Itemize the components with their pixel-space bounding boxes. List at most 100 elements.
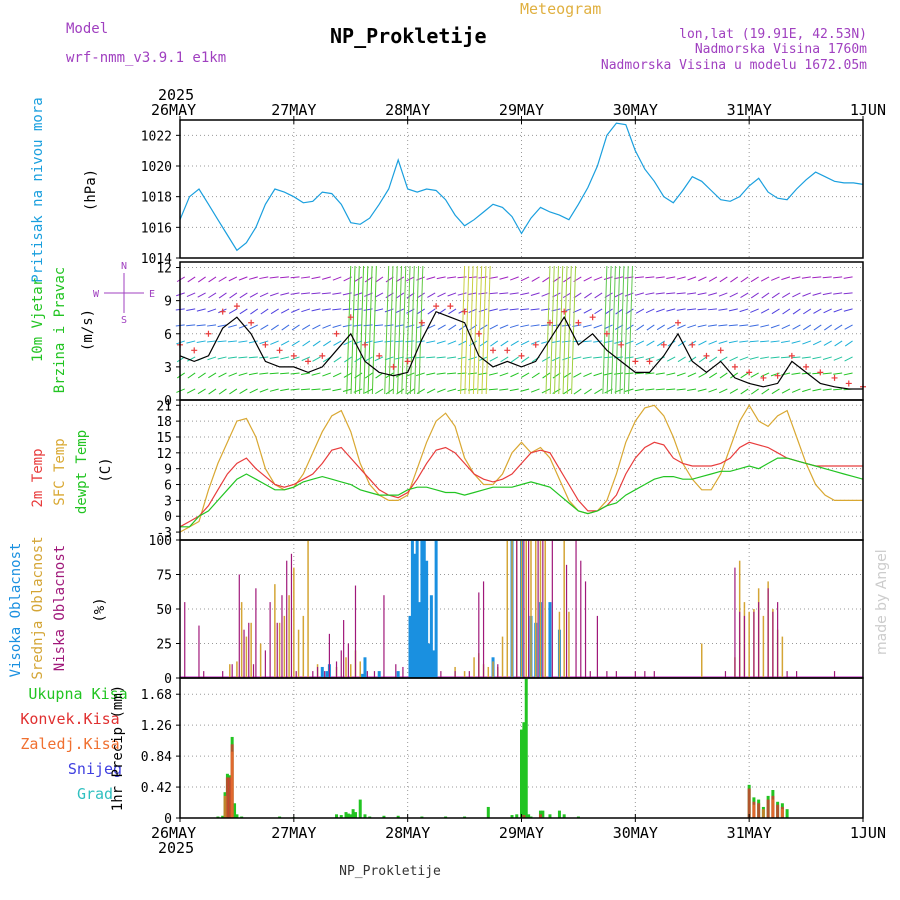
wind-arrow-358 bbox=[635, 292, 645, 296]
wind-arrow-215 bbox=[447, 276, 457, 279]
wind-arrow-390 bbox=[676, 292, 686, 295]
wind-arrow-312 bbox=[583, 388, 592, 395]
precip-bar-1-7 bbox=[757, 803, 761, 818]
wind-arrow-213 bbox=[448, 308, 457, 315]
wind-arrow-143 bbox=[354, 276, 363, 282]
wind-arrow-131 bbox=[343, 340, 352, 346]
wind-arrow-244 bbox=[489, 324, 499, 330]
wind-streak-2-65.4 bbox=[485, 265, 491, 395]
wind-ytick-label-2: 6 bbox=[164, 328, 172, 343]
wind-arrow-123 bbox=[333, 340, 342, 346]
ylabel-temp-2m: 2m Temp bbox=[30, 448, 46, 507]
wind-arrow-392 bbox=[687, 388, 697, 392]
wind-gust-37 bbox=[703, 352, 710, 359]
xtick-label-bottom-0: 26MAY bbox=[151, 824, 196, 842]
wind-speed-line bbox=[179, 310, 863, 390]
x-axis-top: 26MAY 27MAY 28MAY 29MAY 30MAY 31MAY 1JUN bbox=[151, 101, 886, 124]
wind-gust-40 bbox=[746, 369, 753, 376]
wind-arrow-429 bbox=[728, 308, 738, 312]
ylabel-wind-unit: (m/s) bbox=[80, 309, 96, 351]
year-top: 2025 bbox=[158, 86, 194, 104]
precip-bar-0-29 bbox=[520, 729, 523, 818]
wind-arrow-121 bbox=[332, 372, 342, 378]
wind-arrow-504 bbox=[833, 388, 843, 391]
wind-arrow-21 bbox=[196, 308, 206, 312]
wind-arrow-415 bbox=[708, 276, 718, 282]
wind-gust-33 bbox=[646, 358, 653, 365]
wind-arrow-42 bbox=[227, 356, 237, 359]
wind-arrow-410 bbox=[709, 356, 718, 363]
wind-arrow-479 bbox=[791, 276, 801, 280]
pressure-ytick-label-4: 1022 bbox=[141, 129, 172, 144]
wind-arrow-200 bbox=[437, 388, 446, 393]
xtick-label-bottom-1: 27MAY bbox=[271, 824, 316, 842]
wind-arrow-420 bbox=[718, 324, 728, 327]
wind-arrow-273 bbox=[531, 372, 540, 379]
wind-arrow-212 bbox=[448, 324, 457, 331]
wind-streak-0-39.6 bbox=[363, 265, 369, 395]
wind-arrow-100 bbox=[302, 324, 311, 331]
wind-arrow-202 bbox=[436, 356, 446, 359]
wind-streak-0-37.8 bbox=[354, 265, 360, 395]
pressure-ytick-label-2: 1018 bbox=[141, 191, 172, 206]
wind-arrow-70 bbox=[259, 292, 269, 298]
wind-arrow-401 bbox=[698, 372, 707, 378]
wind-arrow-517 bbox=[843, 308, 853, 312]
wind-arrow-261 bbox=[509, 308, 519, 311]
wind-arrow-241 bbox=[488, 372, 498, 376]
wind-streak-3-78.0 bbox=[545, 265, 551, 395]
wind-arrow-514 bbox=[844, 356, 853, 362]
wind-arrow-404 bbox=[697, 324, 707, 328]
wind-arrow-86 bbox=[280, 292, 290, 296]
wind-streak-1-47.6 bbox=[401, 265, 407, 395]
wind-arrow-272 bbox=[530, 388, 540, 393]
wind-arrow-113 bbox=[322, 372, 332, 377]
wind-arrow-324 bbox=[593, 324, 603, 329]
wind-streak-0-40.5 bbox=[367, 265, 373, 395]
wind-arrow-107 bbox=[312, 340, 321, 347]
wind-arrow-222 bbox=[457, 292, 467, 296]
ylabel-cloud-mid: Srednja Oblacnost bbox=[30, 536, 46, 679]
wind-arrow-356 bbox=[636, 324, 645, 331]
wind-arrow-452 bbox=[760, 324, 770, 328]
wind-arrow-31 bbox=[208, 276, 217, 283]
wind-arrow-89 bbox=[290, 372, 300, 375]
wind-streak-1-44.9 bbox=[388, 265, 394, 395]
precip-bar-2-1 bbox=[223, 795, 227, 818]
wind-arrow-456 bbox=[771, 388, 780, 395]
precip-bar-2-0 bbox=[230, 751, 234, 818]
wind-arrow-417 bbox=[719, 372, 728, 379]
wind-arrow-428 bbox=[728, 324, 738, 327]
wind-arrow-160 bbox=[385, 388, 394, 395]
wind-arrow-366 bbox=[645, 292, 655, 296]
wind-arrow-118 bbox=[321, 292, 331, 295]
wind-arrow-204 bbox=[437, 324, 446, 330]
wind-arrow-369 bbox=[655, 372, 665, 375]
wind-streak-2-61.8 bbox=[468, 265, 474, 395]
wind-arrow-407 bbox=[698, 276, 707, 282]
wind-arrow-203 bbox=[436, 340, 446, 344]
xtick-label-bottom-6: 1JUN bbox=[850, 824, 886, 842]
wind-arrow-193 bbox=[426, 372, 436, 376]
wind-arrow-190 bbox=[416, 292, 426, 299]
model-name: wrf-nmm_v3.9.1 e1km bbox=[66, 50, 226, 66]
precip-bar-1-3 bbox=[522, 815, 526, 818]
wind-arrow-436 bbox=[739, 324, 749, 327]
wind-arrow-155 bbox=[374, 340, 384, 344]
wind-gust-29 bbox=[589, 314, 596, 321]
wind-arrow-498 bbox=[822, 356, 832, 360]
wind-arrow-459 bbox=[770, 340, 780, 343]
wind-arrow-183 bbox=[406, 276, 415, 282]
wind-streak-3-78.9 bbox=[549, 265, 555, 395]
wind-arrow-28 bbox=[207, 324, 217, 327]
wind-arrow-448 bbox=[761, 388, 770, 395]
wind-arrow-108 bbox=[312, 324, 321, 330]
wind-arrow-425 bbox=[730, 372, 739, 379]
wind-arrow-384 bbox=[676, 388, 686, 391]
cloud-ytick-label-4: 100 bbox=[149, 534, 172, 549]
wind-gust-23 bbox=[504, 347, 511, 354]
wind-arrow-488 bbox=[812, 388, 822, 392]
wind-arrow-422 bbox=[718, 292, 728, 297]
wind-arrow-124 bbox=[332, 324, 342, 328]
